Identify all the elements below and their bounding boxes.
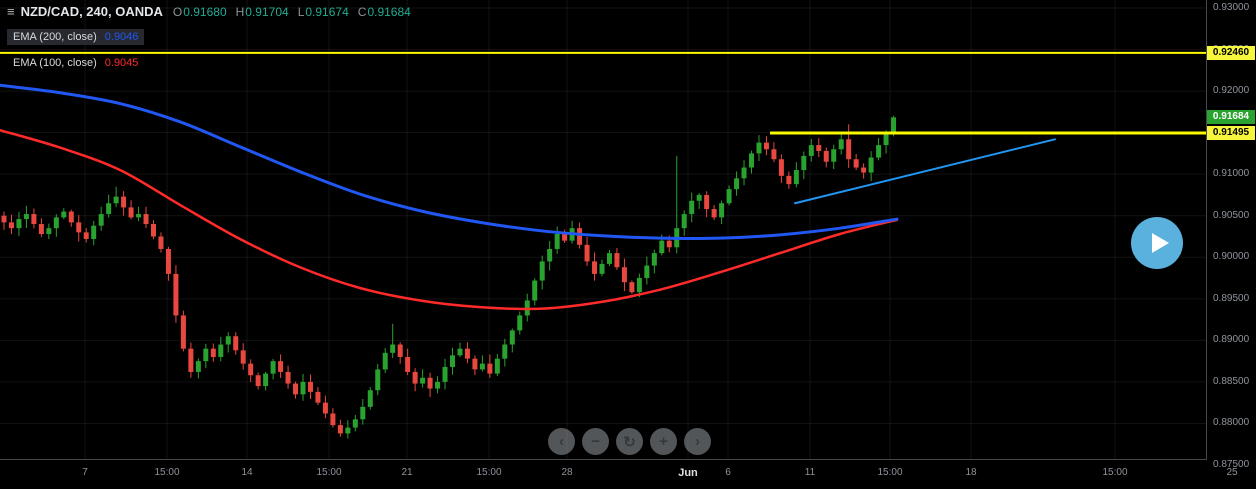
time-label: 15:00	[1102, 467, 1128, 478]
indicator-ema-100-label: EMA (100, close)	[13, 57, 97, 69]
ohlc-open-value: 0.91680	[183, 4, 227, 19]
zoom-out-button[interactable]: −	[582, 428, 609, 455]
price-tick: 0.91000	[1213, 168, 1250, 180]
time-label: 15:00	[316, 467, 342, 478]
grid	[0, 0, 1207, 460]
price-tick: 0.89500	[1213, 292, 1250, 304]
time-label: Jun	[678, 467, 698, 479]
time-label: 6	[725, 467, 731, 478]
price-tick: 0.92000	[1213, 85, 1250, 97]
time-axis[interactable]: 7 15:00 14 15:00 21 15:00 28 Jun 6 11 15:00 18 15:00…	[0, 459, 1256, 489]
time-label: 15:00	[476, 467, 502, 478]
price-tick: 0.93000	[1213, 2, 1250, 13]
time-label: 28	[561, 467, 573, 478]
pan-right-button[interactable]: ›	[684, 428, 711, 455]
trendline[interactable]	[794, 138, 1056, 205]
price-tick: 0.87500	[1213, 459, 1250, 470]
ohlc-close-label: C	[357, 4, 367, 19]
symbol-title[interactable]: NZD/CAD, 240, OANDA	[20, 4, 163, 19]
play-button[interactable]	[1131, 217, 1183, 269]
ohlc-open-label: O	[172, 4, 183, 19]
candlestick-series	[1, 115, 897, 439]
indicator-ema-200-value: 0.9046	[104, 31, 139, 43]
last-price-badge: 0.91684	[1207, 110, 1255, 125]
ohlc-high-value: 0.91704	[245, 4, 289, 19]
ohlc-high-label: H	[235, 4, 245, 19]
symbol-legend-row: ≡ NZD/CAD, 240, OANDA O0.91680 H0.91704 …	[7, 4, 420, 19]
indicator-ema-200-label: EMA (200, close)	[13, 31, 97, 43]
price-tick: 0.90500	[1213, 209, 1250, 221]
indicator-ema-100-value: 0.9045	[104, 57, 139, 69]
time-label: 21	[401, 467, 413, 478]
play-icon	[1151, 233, 1169, 253]
ema-100-line[interactable]	[0, 128, 899, 311]
chart-nav-controls: ‹ − ↻ + ›	[548, 428, 711, 455]
price-tick: 0.90000	[1213, 251, 1250, 263]
indicator-ema-100[interactable]: EMA (100, close) 0.9045	[7, 55, 144, 71]
ohlc-close-value: 0.91684	[367, 4, 411, 19]
chart-canvas[interactable]	[0, 0, 1207, 460]
ohlc-readout: O0.91680 H0.91704 L0.91674 C0.91684	[173, 5, 420, 19]
price-tick: 0.88500	[1213, 375, 1250, 387]
time-label: 15:00	[154, 467, 180, 478]
ema-200-line[interactable]	[0, 83, 899, 241]
time-label: 25	[1226, 467, 1238, 478]
time-label: 14	[241, 467, 253, 478]
time-label: 15:00	[877, 467, 903, 478]
price-tick: 0.89000	[1213, 334, 1250, 346]
indicator-ema-200[interactable]: EMA (200, close) 0.9046	[7, 29, 145, 45]
pan-left-button[interactable]: ‹	[548, 428, 575, 455]
price-level-badge: 0.92460	[1207, 45, 1255, 60]
reset-chart-button[interactable]: ↻	[616, 428, 643, 455]
ohlc-low-value: 0.91674	[305, 4, 349, 19]
price-axis[interactable]: 0.930000.925000.920000.915000.910000.905…	[1206, 0, 1256, 470]
time-label: 18	[965, 467, 977, 478]
price-level-badge: 0.91495	[1207, 126, 1255, 141]
time-label: 7	[82, 467, 88, 478]
time-label: 11	[804, 467, 816, 478]
zoom-in-button[interactable]: +	[650, 428, 677, 455]
menu-icon[interactable]: ≡	[7, 4, 15, 19]
price-tick: 0.88000	[1213, 417, 1250, 429]
ohlc-low-label: L	[297, 4, 305, 19]
